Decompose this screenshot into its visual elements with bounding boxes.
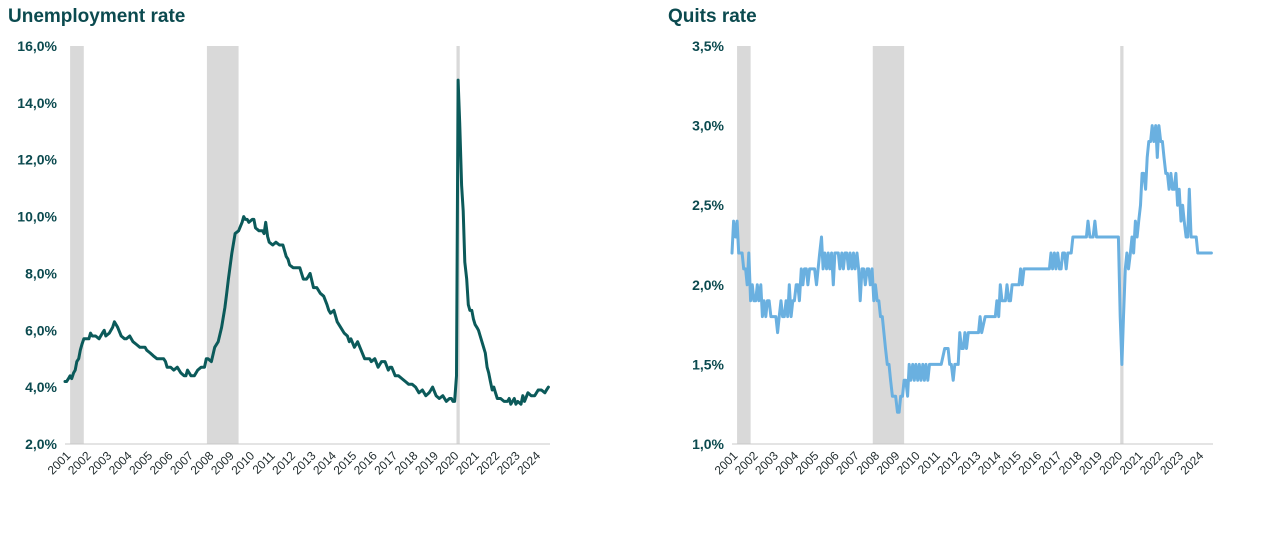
- unemployment-y-tick-label: 14,0%: [17, 95, 57, 111]
- unemployment-recession-band-0: [70, 46, 84, 444]
- unemployment-y-tick-label: 2,0%: [25, 436, 57, 452]
- unemployment-y-tick-label: 4,0%: [25, 379, 57, 395]
- quits-y-tick-label: 2,0%: [692, 277, 724, 293]
- unemployment-y-tick-label: 16,0%: [17, 38, 57, 54]
- quits-y-tick-label: 3,0%: [692, 118, 724, 134]
- quits-recession-band-0: [737, 46, 751, 444]
- quits-y-tick-label: 1,0%: [692, 436, 724, 452]
- unemployment-y-tick-label: 12,0%: [17, 152, 57, 168]
- quits-x-tick-label: 2024: [1178, 448, 1207, 477]
- unemployment-y-tick-label: 10,0%: [17, 209, 57, 225]
- unemployment-x-tick-label: 2024: [514, 448, 543, 477]
- unemployment-series-line: [63, 78, 550, 406]
- quits-series-line: [730, 124, 1213, 414]
- quits-recession-band-1: [872, 46, 905, 444]
- unemployment-y-tick-label: 8,0%: [25, 265, 57, 281]
- quits-y-tick-label: 1,5%: [692, 356, 724, 372]
- quits-y-tick-label: 3,5%: [692, 38, 724, 54]
- quits-recession-band-2: [1120, 46, 1124, 444]
- chart-title-unemployment: Unemployment rate: [8, 6, 186, 27]
- unemployment-y-tick-label: 6,0%: [25, 322, 57, 338]
- chart-title-quits: Quits rate: [668, 6, 757, 27]
- quits-y-tick-label: 2,5%: [692, 197, 724, 213]
